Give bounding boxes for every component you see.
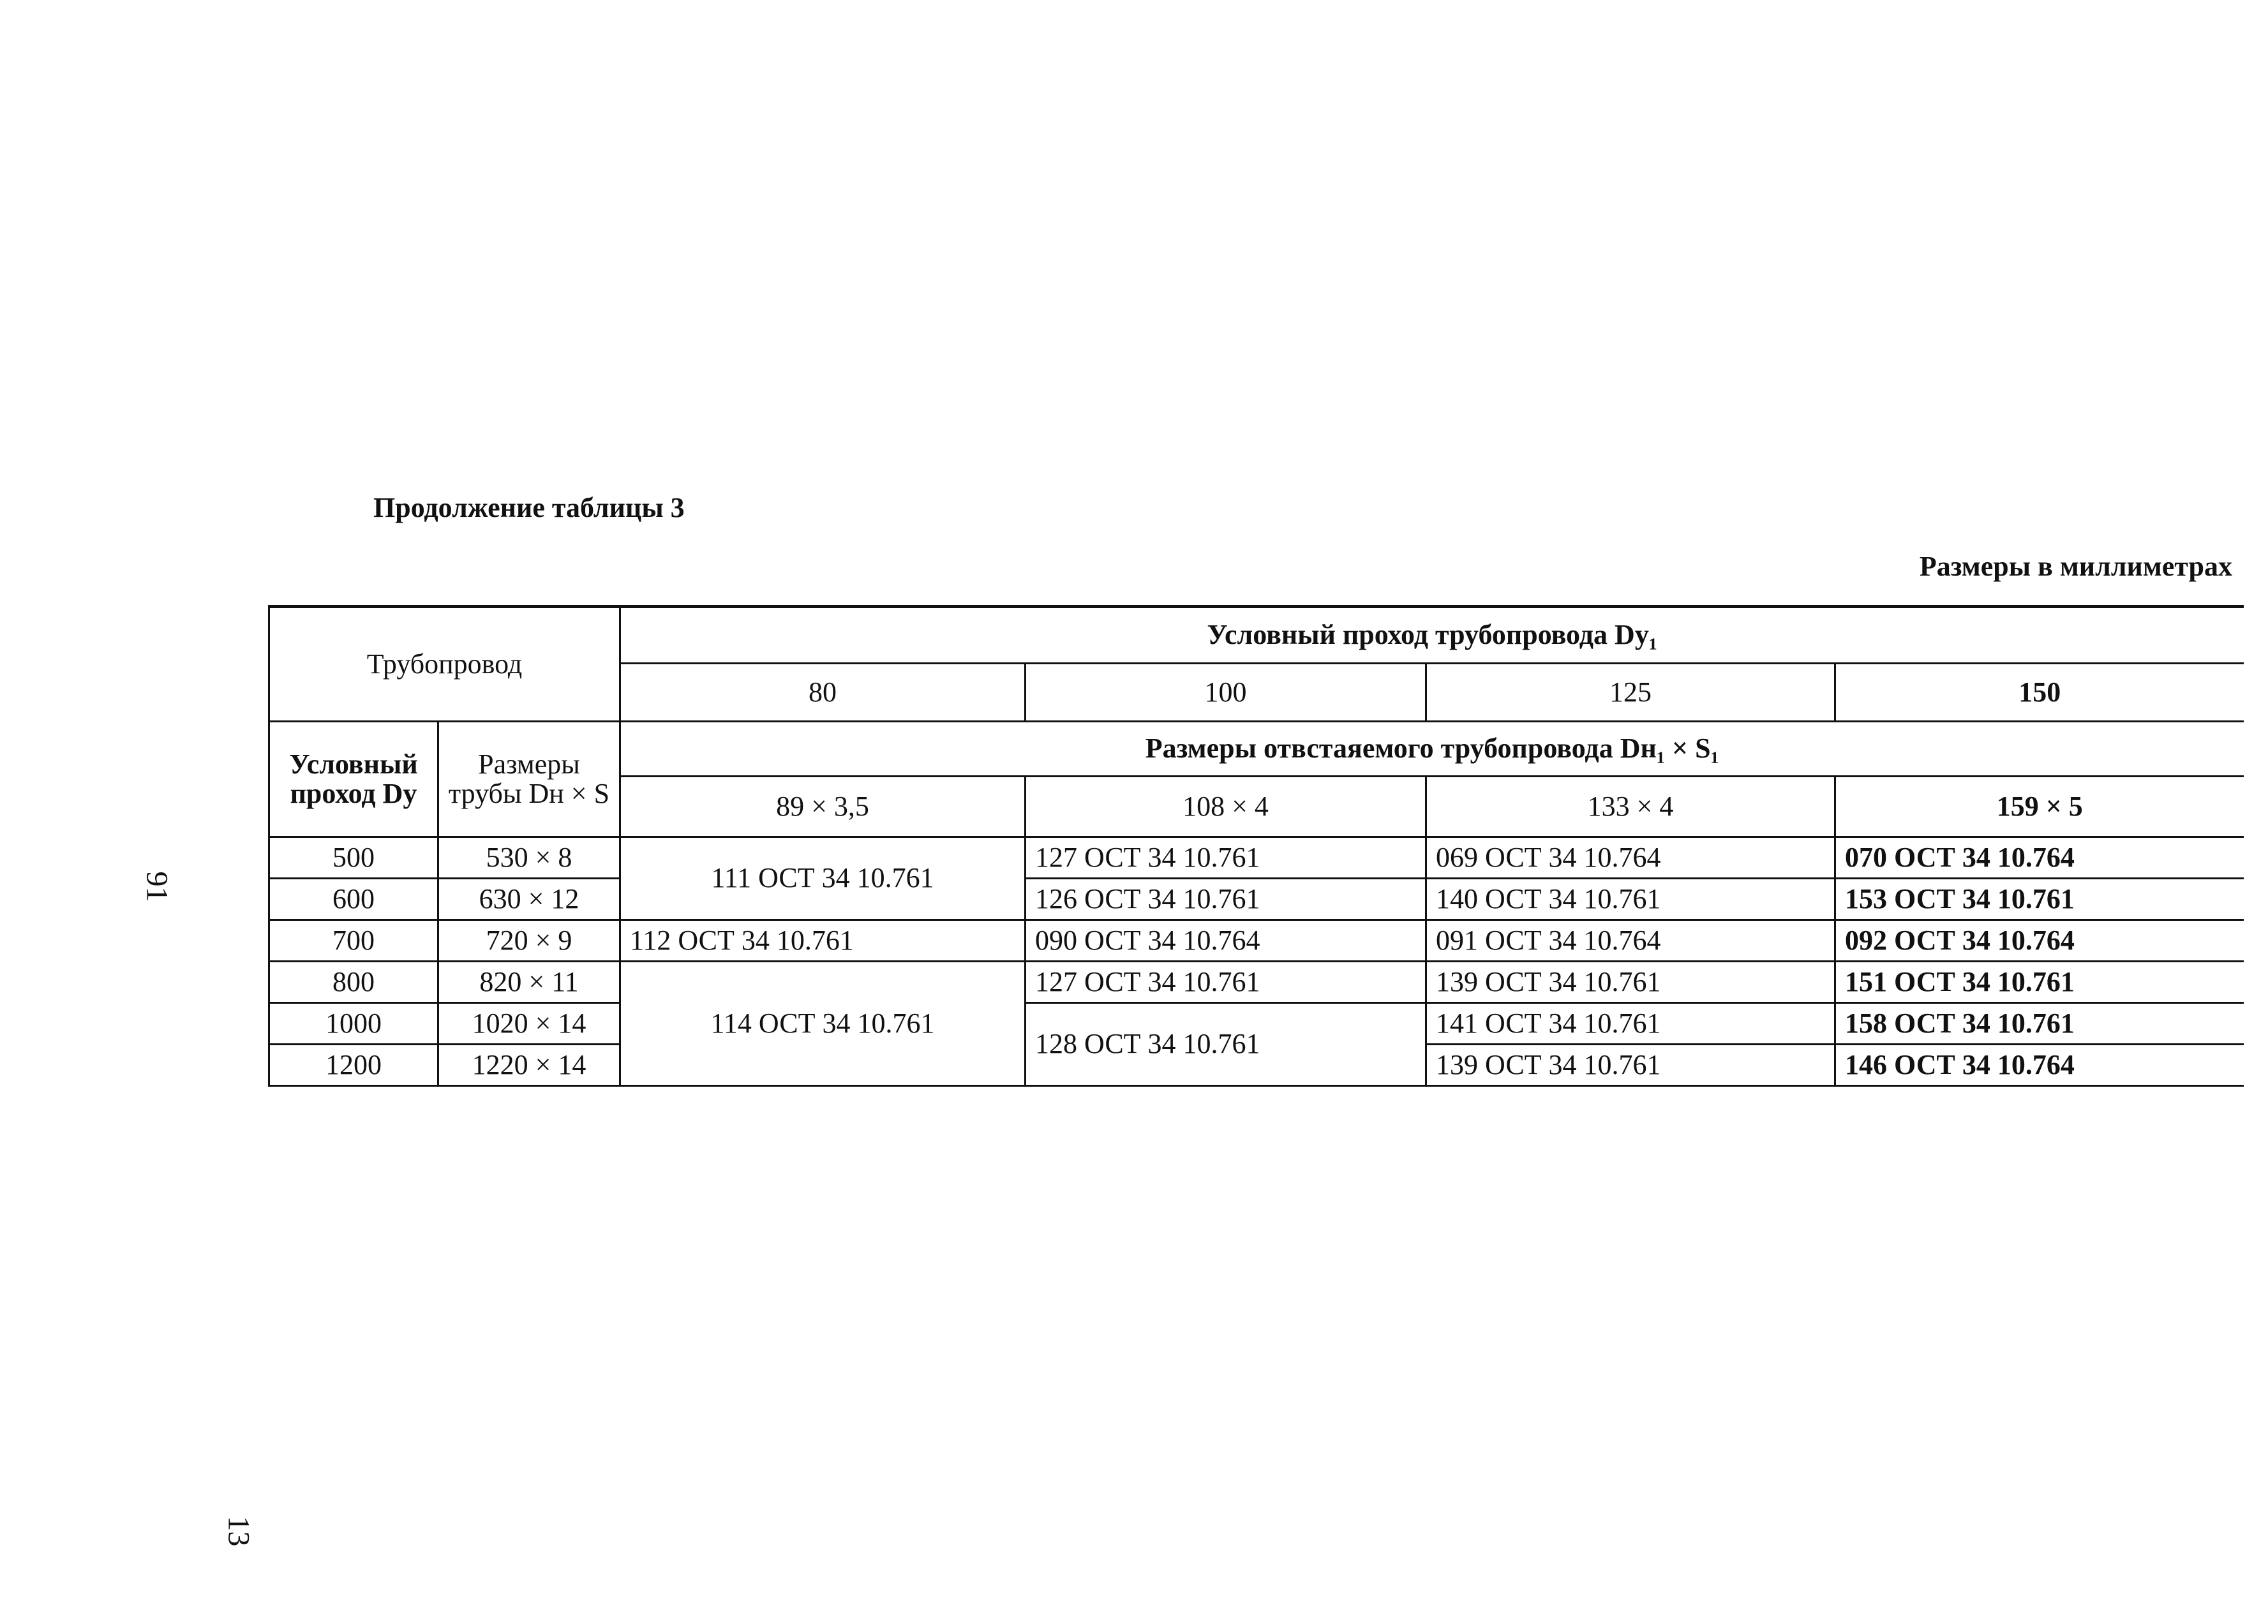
header-pipe-size: Размеры трубы Dн × S xyxy=(437,720,621,838)
cell-size: 530 × 8 xyxy=(437,836,621,879)
header-dy-125: 125 xyxy=(1425,662,1836,722)
cell-150: 151 ОСТ 34 10.761 xyxy=(1834,960,2244,1004)
cell-dy: 800 xyxy=(268,960,439,1004)
header-size-108: 108 × 4 xyxy=(1024,775,1427,838)
header-dy: Условный проход Dy xyxy=(268,720,439,838)
header-dy-100: 100 xyxy=(1024,662,1427,722)
table-row: 1200 1220 × 14 139 ОСТ 34 10.761 146 ОСТ… xyxy=(268,1043,2244,1087)
cell-125: 069 ОСТ 34 10.764 xyxy=(1425,836,1836,879)
cell-100: 126 ОСТ 34 10.761 xyxy=(1024,877,1427,921)
table-row: 500 530 × 8 111 ОСТ 34 10.761 127 ОСТ 34… xyxy=(268,836,2244,921)
cell-125: 141 ОСТ 34 10.761 xyxy=(1425,1002,1836,1045)
cell-125: 140 ОСТ 34 10.761 xyxy=(1425,877,1836,921)
cell-150: 146 ОСТ 34 10.764 xyxy=(1834,1043,2244,1087)
header-size-89: 89 × 3,5 xyxy=(619,775,1026,838)
table-row: 700 720 × 9 112 ОСТ 34 10.761 090 ОСТ 34… xyxy=(268,919,2244,962)
header-size-159: 159 × 5 xyxy=(1834,775,2244,838)
cell-100: 127 ОСТ 34 10.761 xyxy=(1024,960,1427,1004)
header-branch-size: Размеры отвстаяемого трубопровода Dн₁ × … xyxy=(619,720,2244,777)
page-number: 91 xyxy=(140,871,174,902)
table-row: 800 820 × 11 114 ОСТ 34 10.761 127 ОСТ 3… xyxy=(268,960,2244,1087)
cell-size: 720 × 9 xyxy=(437,919,621,962)
cell-80: 114 ОСТ 34 10.761 xyxy=(619,960,1026,1087)
cell-dy: 1000 xyxy=(268,1002,439,1045)
cell-dy: 700 xyxy=(268,919,439,962)
cell-100: 127 ОСТ 34 10.761 xyxy=(1024,836,1427,879)
units-note: Размеры в миллиметрах xyxy=(1919,551,2232,582)
header-dy-80: 80 xyxy=(619,662,1026,722)
cell-80: 112 ОСТ 34 10.761 xyxy=(619,919,1026,962)
cell-size: 630 × 12 xyxy=(437,877,621,921)
cell-150: 092 ОСТ 34 10.764 xyxy=(1834,919,2244,962)
cell-100: 128 ОСТ 34 10.761 xyxy=(1024,1002,1427,1087)
header-dy-150: 150 xyxy=(1834,662,2244,722)
cell-dy: 1200 xyxy=(268,1043,439,1087)
header-size-133: 133 × 4 xyxy=(1425,775,1836,838)
data-table: Трубопровод Условный проход трубопровода… xyxy=(268,605,2244,1087)
cell-size: 1020 × 14 xyxy=(437,1002,621,1045)
table-caption: Продолжение таблицы 3 xyxy=(373,492,685,523)
header-pipeline: Трубопровод xyxy=(268,606,621,722)
table-row: 1000 1020 × 14 128 ОСТ 34 10.761 141 ОСТ… xyxy=(268,1002,2244,1087)
table-row: 600 630 × 12 126 ОСТ 34 10.761 140 ОСТ 3… xyxy=(268,877,2244,921)
cell-100: 090 ОСТ 34 10.764 xyxy=(1024,919,1427,962)
header-branch-dy: Условный проход трубопровода Dy₁ xyxy=(619,606,2244,664)
cell-125: 091 ОСТ 34 10.764 xyxy=(1425,919,1836,962)
cell-80: 111 ОСТ 34 10.761 xyxy=(619,836,1026,921)
cell-125: 139 ОСТ 34 10.761 xyxy=(1425,960,1836,1004)
cell-dy: 500 xyxy=(268,836,439,879)
cell-150: 070 ОСТ 34 10.764 xyxy=(1834,836,2244,879)
cell-size: 1220 × 14 xyxy=(437,1043,621,1087)
cell-dy: 600 xyxy=(268,877,439,921)
page-number: 13 xyxy=(221,1516,256,1547)
cell-150: 153 ОСТ 34 10.761 xyxy=(1834,877,2244,921)
cell-size: 820 × 11 xyxy=(437,960,621,1004)
cell-150: 158 ОСТ 34 10.761 xyxy=(1834,1002,2244,1045)
cell-125: 139 ОСТ 34 10.761 xyxy=(1425,1043,1836,1087)
